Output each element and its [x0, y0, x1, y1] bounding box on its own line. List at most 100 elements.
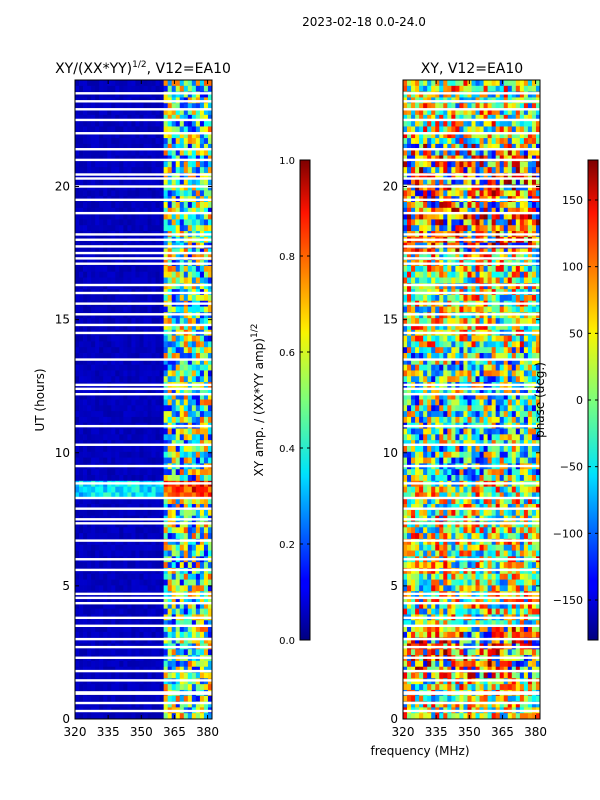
- amp-heatmap-cell: [135, 672, 140, 679]
- phase-heatmap-cell: [523, 172, 529, 180]
- amp-heatmap-cell: [175, 521, 181, 528]
- amp-heatmap-cell: [115, 469, 120, 476]
- phase-heatmap-cell: [491, 248, 497, 255]
- amp-heatmap-cell: [87, 504, 92, 511]
- amp-heatmap-cell: [143, 550, 148, 557]
- amp-heatmap-cell: [191, 143, 197, 151]
- amp-heatmap-cell: [107, 416, 112, 424]
- amp-heatmap-cell: [135, 178, 140, 185]
- phase-heatmap-cell: [447, 219, 452, 226]
- amp-heatmap-cell: [195, 306, 201, 313]
- amp-heatmap-cell: [191, 544, 197, 551]
- amp-heatmap-cell: [79, 440, 84, 447]
- amp-heatmap-cell: [115, 538, 120, 546]
- phase-heatmap-cell: [435, 225, 440, 232]
- amp-heatmap-cell: [87, 178, 92, 185]
- phase-heatmap-cell: [523, 190, 529, 197]
- amp-heatmap-cell: [147, 597, 152, 604]
- phase-heatmap-cell: [407, 155, 412, 162]
- amp-masked-row: [75, 257, 212, 260]
- phase-heatmap-cell: [455, 109, 460, 116]
- amp-heatmap-cell: [99, 393, 104, 400]
- amp-heatmap-cell: [203, 649, 209, 656]
- phase-heatmap-cell: [535, 138, 541, 145]
- amp-heatmap-cell: [191, 207, 197, 215]
- phase-heatmap-cell: [515, 132, 521, 139]
- amp-heatmap-cell: [87, 335, 92, 342]
- amp-heatmap-cell: [131, 265, 136, 273]
- amp-heatmap-cell: [95, 277, 100, 284]
- amp-heatmap-cell: [103, 666, 108, 673]
- amp-heatmap-cell: [111, 469, 116, 476]
- amp-heatmap-cell: [95, 684, 100, 691]
- amp-heatmap-cell: [139, 167, 144, 174]
- phase-heatmap-cell: [427, 190, 432, 197]
- amp-heatmap-cell: [123, 318, 128, 325]
- amp-masked-row: [75, 173, 212, 176]
- amp-heatmap-cell: [139, 509, 144, 517]
- phase-heatmap-cell: [443, 248, 448, 255]
- amp-heatmap-cell: [203, 318, 209, 325]
- phase-heatmap-cell: [499, 114, 505, 122]
- amp-heatmap-cell: [99, 85, 104, 93]
- amp-heatmap-cell: [163, 544, 169, 551]
- phase-heatmap-cell: [487, 167, 493, 174]
- phase-heatmap-cell: [475, 161, 480, 168]
- amp-heatmap-cell: [155, 457, 161, 464]
- amp-heatmap-cell: [171, 620, 177, 627]
- amp-heatmap-cell: [191, 358, 197, 366]
- amp-heatmap-cell: [159, 579, 165, 586]
- phase-heatmap-cell: [407, 143, 412, 151]
- amp-heatmap-cell: [175, 579, 181, 586]
- amp-heatmap-cell: [155, 114, 161, 122]
- amp-heatmap-cell: [123, 341, 128, 348]
- amp-heatmap-cell: [115, 457, 120, 464]
- amp-heatmap-cell: [203, 713, 209, 720]
- amp-heatmap-cell: [135, 626, 140, 633]
- amp-heatmap-cell: [87, 213, 92, 220]
- amp-heatmap-cell: [87, 155, 92, 162]
- amp-heatmap-cell: [151, 469, 156, 476]
- amp-heatmap-cell: [87, 637, 92, 644]
- amp-heatmap-cell: [187, 387, 193, 395]
- amp-heatmap-cell: [91, 323, 96, 331]
- amp-heatmap-cell: [187, 451, 193, 458]
- amp-heatmap-cell: [167, 684, 173, 691]
- amp-heatmap-cell: [159, 341, 165, 348]
- amp-heatmap-cell: [99, 248, 104, 255]
- phase-heatmap-cell: [487, 132, 493, 139]
- phase-heatmap-cell: [515, 120, 521, 127]
- amp-heatmap-cell: [123, 521, 128, 528]
- amp-heatmap-cell: [95, 306, 100, 313]
- amp-heatmap-cell: [159, 358, 165, 366]
- amp-heatmap-cell: [203, 527, 209, 534]
- amp-heatmap-cell: [79, 585, 84, 592]
- phase-heatmap-cell: [527, 85, 533, 93]
- amp-heatmap-cell: [143, 161, 148, 168]
- phase-heatmap-cell: [527, 80, 533, 87]
- amp-heatmap-cell: [79, 631, 84, 639]
- amp-heatmap-cell: [191, 132, 197, 139]
- phase-heatmap-cell: [503, 190, 509, 197]
- amp-heatmap-cell: [135, 213, 140, 220]
- amp-heatmap-cell: [199, 411, 205, 418]
- phase-heatmap-cell: [511, 167, 517, 174]
- amp-heatmap-cell: [187, 550, 193, 557]
- phase-heatmap-cell: [463, 120, 468, 127]
- amp-heatmap-cell: [199, 573, 205, 580]
- amp-heatmap-cell: [175, 126, 181, 133]
- phase-heatmap-cell: [435, 143, 440, 151]
- amp-heatmap-cell: [127, 411, 132, 418]
- amp-heatmap-cell: [175, 451, 181, 458]
- amp-heatmap-cell: [87, 585, 92, 592]
- phase-heatmap-cell: [519, 219, 525, 226]
- amp-masked-row: [75, 283, 212, 287]
- amp-heatmap-cell: [103, 562, 108, 569]
- amp-heatmap-cell: [75, 602, 80, 610]
- amp-heatmap-cell: [175, 399, 181, 406]
- amp-heatmap-cell: [155, 167, 161, 174]
- amp-heatmap-cell: [163, 109, 169, 116]
- amp-heatmap-cell: [183, 457, 189, 464]
- amp-heatmap-cell: [95, 602, 100, 610]
- amp-heatmap-cell: [135, 109, 140, 116]
